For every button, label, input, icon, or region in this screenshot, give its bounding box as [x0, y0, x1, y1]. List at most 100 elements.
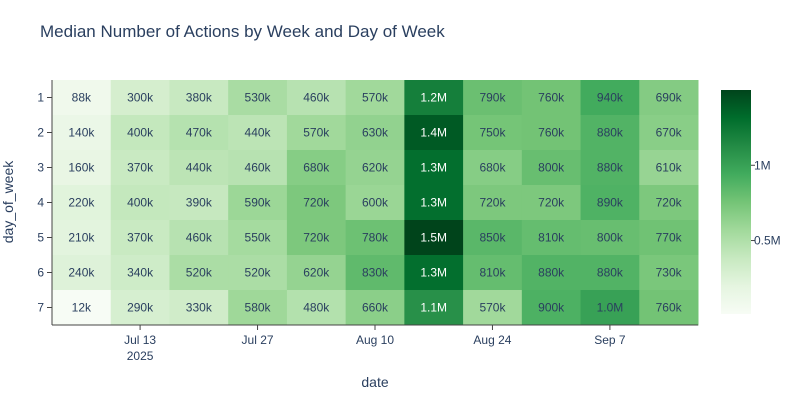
- heatmap-cell: [580, 185, 640, 221]
- heatmap-cell: [639, 80, 699, 116]
- heatmap-cell-label: 1.3M: [420, 196, 447, 210]
- heatmap-cell: [110, 115, 170, 151]
- heatmap-cell-label: 440k: [245, 126, 272, 140]
- heatmap-cell: [228, 255, 288, 291]
- heatmap-cell: [521, 150, 582, 186]
- heatmap-cell-label: 880k: [538, 266, 565, 280]
- heatmap-cell-label: 850k: [479, 231, 506, 245]
- heatmap-cell-label: 300k: [127, 91, 154, 105]
- heatmap-cell-labels: 88k 300k 380k 530k 460k 570k 1.2M 790k 760k 940k 6…: [68, 91, 682, 315]
- heatmap-cell-label: 210k: [68, 231, 95, 245]
- heatmap-cell-label: 460k: [303, 91, 330, 105]
- heatmap-cell-label: 760k: [538, 91, 565, 105]
- y-tick-label: 4: [37, 196, 44, 210]
- heatmap-cell: [110, 150, 170, 186]
- colorbar: 0.5M 1M: [721, 90, 781, 314]
- heatmap-cell-label: 400k: [127, 126, 154, 140]
- heatmap-cell-label: 1.2M: [420, 91, 447, 105]
- heatmap-cell-label: 620k: [303, 266, 330, 280]
- y-tick-label: 6: [37, 266, 44, 280]
- heatmap-cell: [52, 220, 112, 256]
- heatmap-cell-label: 680k: [303, 161, 330, 175]
- heatmap-cell-label: 790k: [479, 91, 506, 105]
- heatmap-cell: [639, 150, 699, 186]
- heatmap-cell-label: 880k: [597, 126, 624, 140]
- heatmap-cell: [345, 150, 405, 186]
- heatmap-cell-label: 680k: [479, 161, 506, 175]
- heatmap-cell: [228, 115, 288, 151]
- heatmap-cell: [169, 255, 229, 291]
- heatmap-cell: [228, 290, 288, 326]
- heatmap-cell: [110, 290, 170, 326]
- heatmap-cell-label: 690k: [656, 91, 683, 105]
- x-axis-title: date: [361, 374, 388, 390]
- y-tick-label: 5: [37, 231, 44, 245]
- heatmap-cell: [580, 150, 640, 186]
- heatmap-cell-label: 590k: [245, 196, 272, 210]
- heatmap-cell: [521, 290, 582, 326]
- heatmap-cell-label: 760k: [656, 301, 683, 315]
- heatmap-cell-label: 390k: [186, 196, 213, 210]
- heatmap-cell: [110, 220, 170, 256]
- heatmap-cell: [404, 185, 464, 221]
- heatmap-cell: [169, 220, 229, 256]
- colorbar-tick-label: 1M: [754, 158, 771, 172]
- heatmap-cell-label: 770k: [656, 231, 683, 245]
- heatmap-cell: [463, 255, 523, 291]
- heatmap-cell-label: 610k: [656, 161, 683, 175]
- heatmap-cell-label: 1.5M: [420, 231, 447, 245]
- heatmap-cell-label: 480k: [303, 301, 330, 315]
- heatmap-cell-label: 580k: [245, 301, 272, 315]
- heatmap-cell: [345, 115, 405, 151]
- heatmap-cell: [404, 115, 464, 151]
- heatmap-cell-label: 370k: [127, 231, 154, 245]
- heatmap-cell: [52, 80, 112, 116]
- heatmap-cell: [404, 150, 464, 186]
- colorbar-bar: [721, 90, 751, 314]
- heatmap-cell-label: 160k: [68, 161, 95, 175]
- heatmap-cell-label: 600k: [362, 196, 389, 210]
- heatmap-cell-label: 810k: [479, 266, 506, 280]
- heatmap-cell: [169, 290, 229, 326]
- heatmap-cell-label: 520k: [186, 266, 213, 280]
- heatmap-cell: [404, 290, 464, 326]
- heatmap-cell-label: 750k: [479, 126, 506, 140]
- heatmap-cell: [345, 185, 405, 221]
- heatmap-cell-label: 570k: [479, 301, 506, 315]
- heatmap-cell: [286, 290, 347, 326]
- heatmap-cell: [52, 290, 112, 326]
- heatmap-cell-label: 330k: [186, 301, 213, 315]
- heatmap-cell-label: 620k: [362, 161, 389, 175]
- x-tick-label: Aug 10: [356, 333, 394, 347]
- x-tick-label: Sep 7: [594, 333, 626, 347]
- heatmap-cell-label: 1.1M: [420, 301, 447, 315]
- heatmap-cell: [110, 80, 170, 116]
- heatmap-cell: [345, 220, 405, 256]
- heatmap-cell: [286, 80, 347, 116]
- x-tick-sublabel: 2025: [127, 349, 154, 363]
- heatmap-cell-label: 730k: [656, 266, 683, 280]
- heatmap-cell: [639, 220, 699, 256]
- heatmap-cell-label: 570k: [303, 126, 330, 140]
- heatmap-cell-label: 520k: [245, 266, 272, 280]
- heatmap-cell-label: 880k: [597, 161, 624, 175]
- heatmap-cell-label: 370k: [127, 161, 154, 175]
- heatmap-cell-label: 720k: [656, 196, 683, 210]
- heatmap-cell-label: 380k: [186, 91, 213, 105]
- heatmap-cell-label: 460k: [186, 231, 213, 245]
- heatmap-cell: [286, 220, 347, 256]
- heatmap-cell-label: 720k: [303, 231, 330, 245]
- heatmap-cell-label: 780k: [362, 231, 389, 245]
- heatmap-cell: [169, 185, 229, 221]
- heatmap-cell-label: 720k: [479, 196, 506, 210]
- heatmap-cell-label: 660k: [362, 301, 389, 315]
- heatmap-cell: [580, 115, 640, 151]
- heatmap-cell: [345, 255, 405, 291]
- heatmap-cell: [521, 80, 582, 116]
- heatmap-cell: [228, 220, 288, 256]
- heatmap-cell-label: 880k: [597, 266, 624, 280]
- heatmap-cell-label: 1.0M: [597, 301, 624, 315]
- heatmap-cell-label: 900k: [538, 301, 565, 315]
- heatmap-cell: [521, 115, 582, 151]
